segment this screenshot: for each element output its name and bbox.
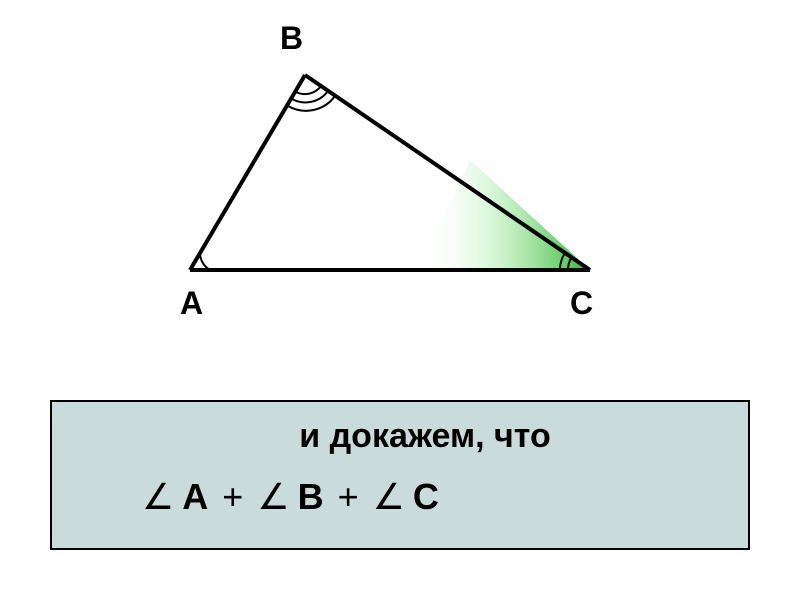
caption-text: и докажем, что <box>122 417 728 456</box>
angle-symbol: ∠ <box>142 476 174 518</box>
angle-symbol: ∠ <box>373 476 405 518</box>
formula-term-a: A <box>182 476 208 518</box>
angle-symbol: ∠ <box>257 476 289 518</box>
plus-2: + <box>338 476 359 518</box>
caption-formula: ∠A + ∠B + ∠C <box>142 476 728 518</box>
vertex-label-b: B <box>280 20 303 57</box>
triangle-diagram: B A C <box>150 20 650 350</box>
vertex-label-c: C <box>570 285 593 322</box>
plus-1: + <box>222 476 243 518</box>
caption-box: и докажем, что ∠A + ∠B + ∠C <box>50 400 750 550</box>
side-ab <box>190 75 305 270</box>
angle-arc-a <box>200 253 210 270</box>
formula-term-b: B <box>298 476 324 518</box>
angle-arc-b-3 <box>288 96 335 111</box>
vertex-label-a: A <box>180 285 203 322</box>
formula-term-c: C <box>413 476 439 518</box>
